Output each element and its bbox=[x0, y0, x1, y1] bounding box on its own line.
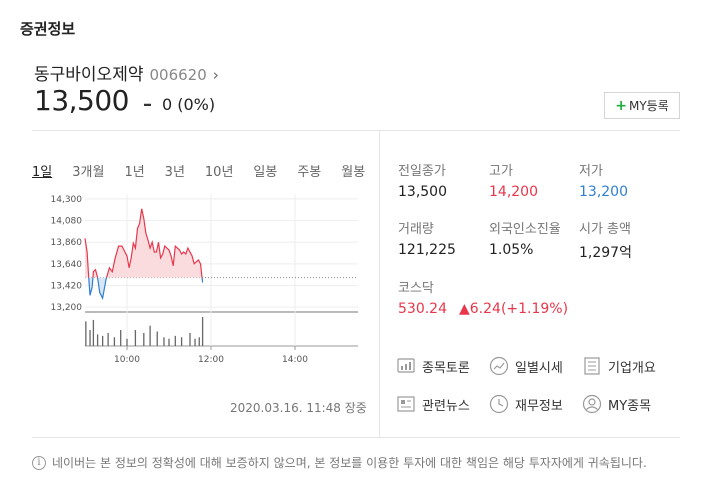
trend-icon bbox=[489, 356, 509, 376]
chevron-right-icon[interactable]: › bbox=[212, 66, 219, 84]
vertical-divider bbox=[379, 130, 380, 438]
disclaimer: i 네이버는 본 정보의 정확성에 대해 보증하지 않으며, 본 정보를 이용한… bbox=[32, 454, 647, 471]
price-area-down bbox=[88, 277, 203, 299]
price-line-up bbox=[84, 208, 203, 278]
x-tick-label: 12:00 bbox=[198, 355, 224, 365]
link-daily-price[interactable]: 일별시세 bbox=[489, 356, 563, 376]
link-discussion[interactable]: 종목토론 bbox=[396, 356, 470, 376]
tab-1d[interactable]: 1일 bbox=[32, 165, 53, 180]
y-tick-label: 13,200 bbox=[51, 303, 83, 313]
tab-1y[interactable]: 1년 bbox=[124, 165, 145, 180]
stat-label: 저가 bbox=[579, 164, 603, 179]
tab-3y[interactable]: 3년 bbox=[164, 165, 185, 180]
stat-market-cap: 시가 총액 1,297억 bbox=[579, 218, 632, 262]
stat-value: 1,297억 bbox=[579, 245, 632, 261]
kosdaq-value: 530.24 bbox=[398, 301, 447, 317]
link-label: 기업개요 bbox=[608, 360, 656, 376]
period-tabs: 1일 3개월 1년 3년 10년 일봉 주봉 월봉 bbox=[32, 161, 365, 180]
news-icon bbox=[397, 396, 415, 412]
stat-value: 13,500 bbox=[398, 184, 447, 200]
chart-bubble-icon bbox=[397, 358, 415, 373]
bottom-divider bbox=[32, 437, 680, 438]
link-label: 일별시세 bbox=[515, 360, 563, 376]
stat-label: 거래량 bbox=[398, 222, 434, 237]
stat-low: 저가 13,200 bbox=[579, 160, 628, 200]
x-tick-label: 14:00 bbox=[282, 355, 308, 365]
tab-3m[interactable]: 3개월 bbox=[72, 165, 105, 180]
no-change-icon: – bbox=[142, 94, 152, 115]
price-line-down bbox=[88, 277, 204, 301]
stat-value-row: 530.24 ▲6.24(+1.19%) bbox=[398, 301, 568, 317]
price-area-up bbox=[85, 208, 203, 278]
tab-daily-candle[interactable]: 일봉 bbox=[253, 165, 278, 180]
my-register-button[interactable]: + MY등록 bbox=[604, 92, 680, 119]
stock-name[interactable]: 동구바이오제약 bbox=[34, 65, 144, 85]
top-divider bbox=[32, 130, 680, 131]
document-icon bbox=[584, 357, 600, 375]
plus-icon: + bbox=[615, 97, 627, 114]
section-title: 증권정보 bbox=[20, 20, 76, 38]
info-icon: i bbox=[32, 455, 46, 470]
stat-value: 1.05% bbox=[489, 242, 534, 258]
stat-label: 고가 bbox=[489, 164, 513, 179]
y-tick-label: 14,080 bbox=[51, 217, 83, 227]
price-change: 0 (0%) bbox=[161, 95, 216, 114]
link-label: 종목토론 bbox=[422, 360, 470, 376]
timestamp: 2020.03.16. 11:48 장중 bbox=[230, 401, 367, 415]
link-news[interactable]: 관련뉴스 bbox=[396, 394, 470, 414]
stock-code[interactable]: 006620 bbox=[149, 66, 207, 84]
stat-volume: 거래량 121,225 bbox=[398, 218, 456, 258]
tab-weekly-candle[interactable]: 주봉 bbox=[297, 165, 322, 180]
y-tick-label: 14,300 bbox=[51, 195, 83, 205]
clock-icon bbox=[489, 394, 509, 414]
stat-kosdaq[interactable]: 코스닥 530.24 ▲6.24(+1.19%) bbox=[398, 277, 568, 317]
tab-monthly-candle[interactable]: 월봉 bbox=[341, 165, 366, 180]
link-label: 재무정보 bbox=[515, 398, 563, 414]
current-price: 13,500 bbox=[34, 84, 129, 117]
stat-value: 13,200 bbox=[579, 184, 628, 200]
stat-prev-close: 전일종가 13,500 bbox=[398, 160, 447, 200]
kosdaq-change: ▲6.24(+1.19%) bbox=[459, 301, 569, 317]
price-row: 13,500 – 0 (0%) bbox=[34, 84, 215, 117]
intraday-chart[interactable]: 14,300 14,080 13,860 13,640 13,420 13,200 10:… bbox=[30, 190, 365, 370]
my-register-label: MY등록 bbox=[628, 99, 669, 113]
x-tick-label: 10:00 bbox=[114, 355, 140, 365]
y-tick-label: 13,640 bbox=[51, 260, 83, 270]
y-axis-ticks: 14,300 14,080 13,860 13,640 13,420 13,200 bbox=[51, 195, 83, 313]
tab-10y[interactable]: 10년 bbox=[204, 165, 234, 180]
link-label: MY종목 bbox=[608, 398, 652, 414]
stat-value: 121,225 bbox=[398, 242, 456, 258]
stock-name-row[interactable]: 동구바이오제약 006620 › bbox=[34, 60, 219, 85]
x-axis-ticks: 10:00 12:00 14:00 bbox=[114, 346, 308, 365]
stat-label: 전일종가 bbox=[398, 164, 446, 179]
stat-foreign-ratio: 외국인소진율 1.05% bbox=[489, 218, 561, 258]
link-company[interactable]: 기업개요 bbox=[582, 356, 656, 376]
disclaimer-text: 네이버는 본 정보의 정확성에 대해 보증하지 않으며, 본 정보를 이용한 투… bbox=[52, 456, 647, 470]
user-icon bbox=[582, 394, 602, 414]
stat-label: 외국인소진율 bbox=[489, 222, 561, 237]
stat-high: 고가 14,200 bbox=[489, 160, 538, 200]
link-financial[interactable]: 재무정보 bbox=[489, 394, 563, 414]
price-series bbox=[84, 208, 204, 301]
stat-label: 코스닥 bbox=[398, 281, 434, 296]
link-mystock[interactable]: MY종목 bbox=[582, 394, 651, 414]
y-tick-label: 13,860 bbox=[51, 238, 83, 248]
link-label: 관련뉴스 bbox=[422, 398, 470, 414]
stat-label: 시가 총액 bbox=[579, 222, 631, 237]
stat-value: 14,200 bbox=[489, 184, 538, 200]
y-tick-label: 13,420 bbox=[51, 281, 83, 291]
volume-series bbox=[85, 317, 204, 346]
